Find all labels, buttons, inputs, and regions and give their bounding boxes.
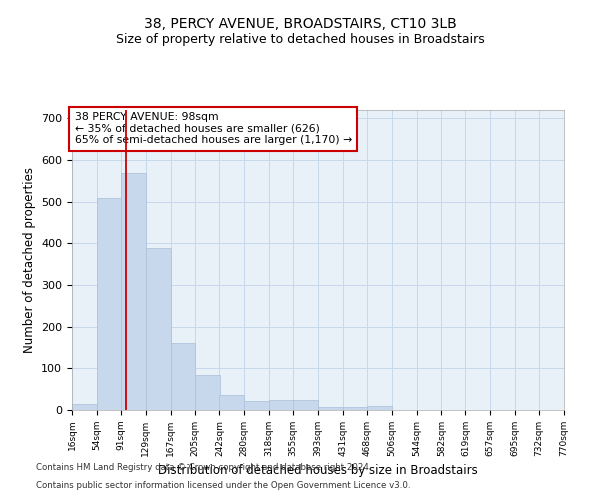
Bar	[293, 400, 318, 410]
Bar	[196, 376, 220, 410]
Bar	[318, 406, 343, 410]
Bar	[121, 172, 146, 410]
Y-axis label: Number of detached properties: Number of detached properties	[23, 167, 35, 353]
Bar	[269, 400, 294, 410]
Text: Contains public sector information licensed under the Open Government Licence v3: Contains public sector information licen…	[36, 481, 410, 490]
Text: 38, PERCY AVENUE, BROADSTAIRS, CT10 3LB: 38, PERCY AVENUE, BROADSTAIRS, CT10 3LB	[143, 18, 457, 32]
Bar	[146, 248, 170, 410]
Text: 38 PERCY AVENUE: 98sqm
← 35% of detached houses are smaller (626)
65% of semi-de: 38 PERCY AVENUE: 98sqm ← 35% of detached…	[74, 112, 352, 146]
Bar	[72, 404, 97, 410]
Bar	[97, 198, 122, 410]
Bar	[367, 406, 392, 410]
Bar	[220, 396, 244, 410]
Bar	[244, 401, 269, 410]
X-axis label: Distribution of detached houses by size in Broadstairs: Distribution of detached houses by size …	[158, 464, 478, 477]
Bar	[343, 406, 368, 410]
Bar	[170, 344, 196, 410]
Text: Contains HM Land Registry data © Crown copyright and database right 2024.: Contains HM Land Registry data © Crown c…	[36, 464, 371, 472]
Text: Size of property relative to detached houses in Broadstairs: Size of property relative to detached ho…	[116, 32, 484, 46]
